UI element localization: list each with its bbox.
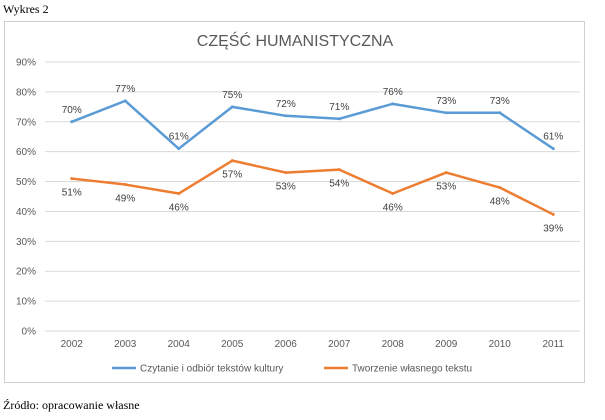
x-tick-label: 2003	[114, 339, 137, 350]
y-tick-label: 20%	[16, 267, 36, 278]
data-point	[177, 147, 181, 151]
data-point	[123, 183, 127, 187]
series-line	[71, 159, 554, 216]
data-point	[70, 120, 74, 124]
y-tick-label: 60%	[16, 147, 36, 158]
figure-caption: Wykres 2	[3, 2, 49, 16]
data-label: 72%	[276, 99, 296, 110]
data-label: 48%	[490, 197, 510, 208]
data-label: 77%	[115, 84, 135, 95]
y-tick-label: 50%	[16, 177, 36, 188]
data-point	[123, 99, 127, 103]
data-point	[284, 171, 288, 175]
data-point	[391, 102, 395, 106]
data-label: 53%	[276, 182, 296, 193]
y-tick-label: 70%	[16, 117, 36, 128]
data-point	[337, 117, 341, 121]
x-tick-label: 2009	[435, 339, 458, 350]
data-label: 54%	[329, 179, 349, 190]
data-label: 71%	[329, 102, 349, 113]
chart-title: CZĘŚĆ HUMANISTYCZNA	[197, 31, 394, 50]
data-label: 75%	[222, 90, 242, 101]
line-chart: CZĘŚĆ HUMANISTYCZNA 0% 10% 20% 30% 40% 50% 60%…	[16, 31, 580, 375]
data-label: 73%	[490, 96, 510, 107]
data-point	[551, 147, 555, 151]
data-label: 73%	[436, 96, 456, 107]
x-tick-label: 2006	[275, 339, 298, 350]
data-point	[230, 105, 234, 109]
data-point	[391, 192, 395, 196]
x-tick-label: 2002	[61, 339, 84, 350]
data-point	[444, 111, 448, 115]
data-label: 51%	[62, 188, 82, 199]
data-label: 70%	[62, 105, 82, 116]
chart-frame: CZĘŚĆ HUMANISTYCZNA 0% 10% 20% 30% 40% 50% 60%…	[4, 21, 585, 383]
data-point	[284, 114, 288, 118]
x-tick-label: 2004	[168, 339, 191, 350]
data-point	[177, 192, 181, 196]
data-point	[498, 111, 502, 115]
data-label: 61%	[169, 132, 189, 143]
legend-label: Czytanie i odbiór tekstów kultury	[140, 364, 283, 375]
gridlines	[45, 61, 580, 332]
data-point	[498, 186, 502, 190]
y-tick-label: 10%	[16, 297, 36, 308]
data-point	[70, 177, 74, 181]
data-label: 39%	[543, 223, 563, 234]
x-tick-label: 2007	[328, 339, 351, 350]
x-axis: 2002 2003 2004 2005 2006 2007 2008 2009 2010 2011	[61, 339, 565, 350]
data-label: 61%	[543, 132, 563, 143]
data-label: 57%	[222, 170, 242, 181]
x-tick-label: 2010	[489, 339, 512, 350]
data-label: 46%	[169, 203, 189, 214]
y-axis: 0% 10% 20% 30% 40% 50% 60% 70% 80% 90%	[16, 58, 36, 338]
x-tick-label: 2008	[382, 339, 405, 350]
y-tick-label: 80%	[16, 87, 36, 98]
legend-label: Tworzenie własnego tekstu	[352, 364, 472, 375]
y-tick-label: 30%	[16, 237, 36, 248]
data-point	[230, 159, 234, 163]
data-point	[444, 171, 448, 175]
y-tick-label: 40%	[16, 207, 36, 218]
y-tick-label: 0%	[22, 327, 37, 338]
data-label: 49%	[115, 194, 135, 205]
legend: Czytanie i odbiór tekstów kultury Tworzen…	[112, 364, 472, 375]
data-label: 53%	[436, 182, 456, 193]
data-point	[337, 168, 341, 172]
data-label: 46%	[383, 203, 403, 214]
data-point	[551, 212, 555, 216]
series-line	[71, 99, 554, 150]
x-tick-label: 2011	[542, 339, 564, 350]
data-label: 76%	[383, 87, 403, 98]
figure-source-note: Źródło: opracowanie własne	[3, 398, 140, 412]
x-tick-label: 2005	[221, 339, 244, 350]
y-tick-label: 90%	[16, 58, 36, 69]
series-group: 70% 77% 61% 75% 72% 71% 76% 73% 73% 61% 51% 49% 46% 5…	[62, 84, 564, 235]
